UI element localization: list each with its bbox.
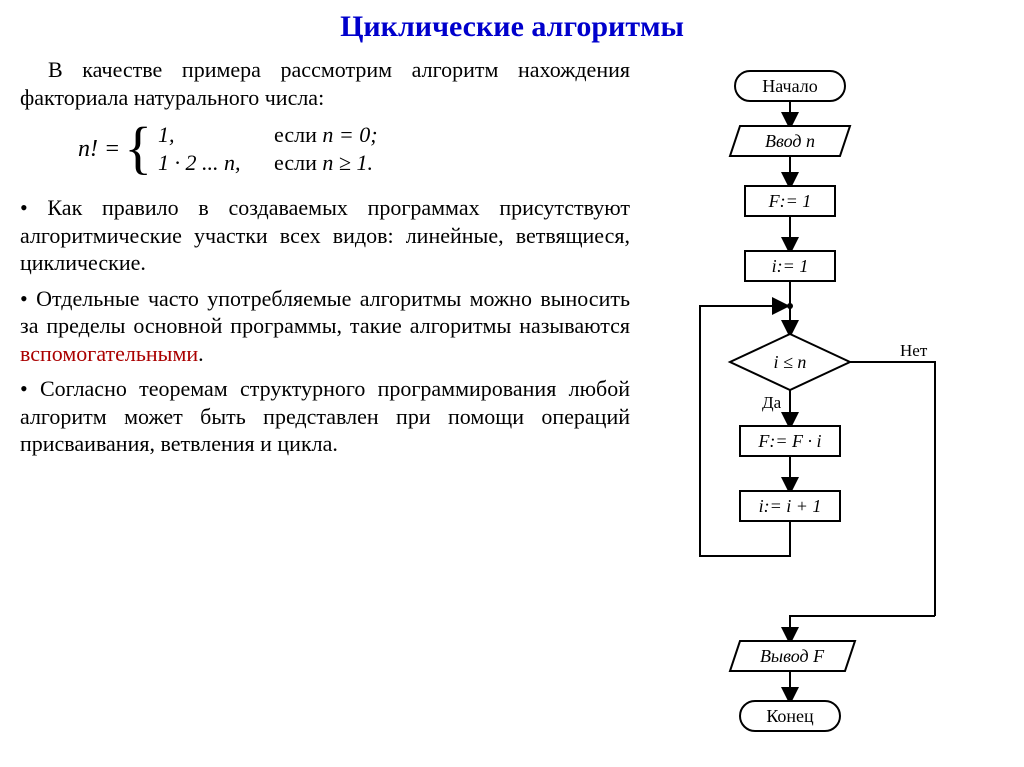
- case1-value: 1,: [158, 121, 274, 149]
- node-start: Начало: [735, 71, 845, 101]
- edge-no-to-output: [790, 616, 935, 641]
- node-decision: i ≤ n: [730, 334, 850, 390]
- label-no: Нет: [900, 341, 928, 360]
- brace-icon: {: [124, 125, 152, 171]
- bullet-3: • Согласно теоремам структурного програм…: [20, 375, 630, 458]
- svg-text:i ≤ n: i ≤ n: [774, 352, 807, 372]
- bullet-2-pre: • Отдельные часто употребляемые алгоритм…: [20, 286, 630, 339]
- svg-text:Начало: Начало: [762, 76, 817, 96]
- node-output: Вывод F: [730, 641, 855, 671]
- svg-text:Конец: Конец: [766, 706, 814, 726]
- helper-term: вспомогательными: [20, 341, 198, 366]
- case2-cond: если n ≥ 1.: [274, 149, 373, 177]
- loop-join-dot: [787, 303, 793, 309]
- edge-no: [850, 362, 935, 616]
- case1-cond: если n = 0;: [274, 121, 378, 149]
- node-end: Конец: [740, 701, 840, 731]
- node-f-mul: F:= F · i: [740, 426, 840, 456]
- formula-cases: 1, если n = 0; 1 · 2 ... n, если n ≥ 1.: [158, 121, 378, 176]
- svg-text:Вывод F: Вывод F: [760, 646, 825, 666]
- flowchart-svg: Начало Ввод n F:= 1 i:= 1: [640, 56, 1000, 756]
- label-yes: Да: [762, 393, 782, 412]
- svg-text:F:= F · i: F:= F · i: [757, 431, 821, 451]
- svg-text:i:= 1: i:= 1: [772, 256, 809, 276]
- case1-cond-expr: n = 0;: [322, 122, 377, 147]
- formula-lhs: n! =: [78, 134, 120, 164]
- svg-text:Ввод n: Ввод n: [765, 131, 815, 151]
- node-f-init: F:= 1: [745, 186, 835, 216]
- bullet-2: • Отдельные часто употребляемые алгоритм…: [20, 285, 630, 368]
- case2-value: 1 · 2 ... n,: [158, 149, 274, 177]
- svg-text:i:= i + 1: i:= i + 1: [759, 496, 822, 516]
- case-1: 1, если n = 0;: [158, 121, 378, 149]
- intro-paragraph: В качестве примера рассмотрим алгоритм н…: [20, 56, 630, 111]
- node-i-init: i:= 1: [745, 251, 835, 281]
- svg-text:F:= 1: F:= 1: [768, 191, 812, 211]
- case-2: 1 · 2 ... n, если n ≥ 1.: [158, 149, 378, 177]
- case2-cond-expr: n ≥ 1.: [322, 150, 373, 175]
- text-column: В качестве примера рассмотрим алгоритм н…: [20, 56, 630, 756]
- factorial-formula: n! = { 1, если n = 0; 1 · 2 ... n, если …: [78, 121, 630, 176]
- bullet-2-post: .: [198, 341, 204, 366]
- bullet-1: • Как правило в создаваемых программах п…: [20, 194, 630, 277]
- case2-cond-prefix: если: [274, 150, 322, 175]
- page-title: Циклические алгоритмы: [20, 10, 1004, 44]
- content-row: В качестве примера рассмотрим алгоритм н…: [20, 56, 1004, 756]
- case1-cond-prefix: если: [274, 122, 322, 147]
- flowchart-column: Начало Ввод n F:= 1 i:= 1: [640, 56, 1004, 756]
- node-input: Ввод n: [730, 126, 850, 156]
- node-i-inc: i:= i + 1: [740, 491, 840, 521]
